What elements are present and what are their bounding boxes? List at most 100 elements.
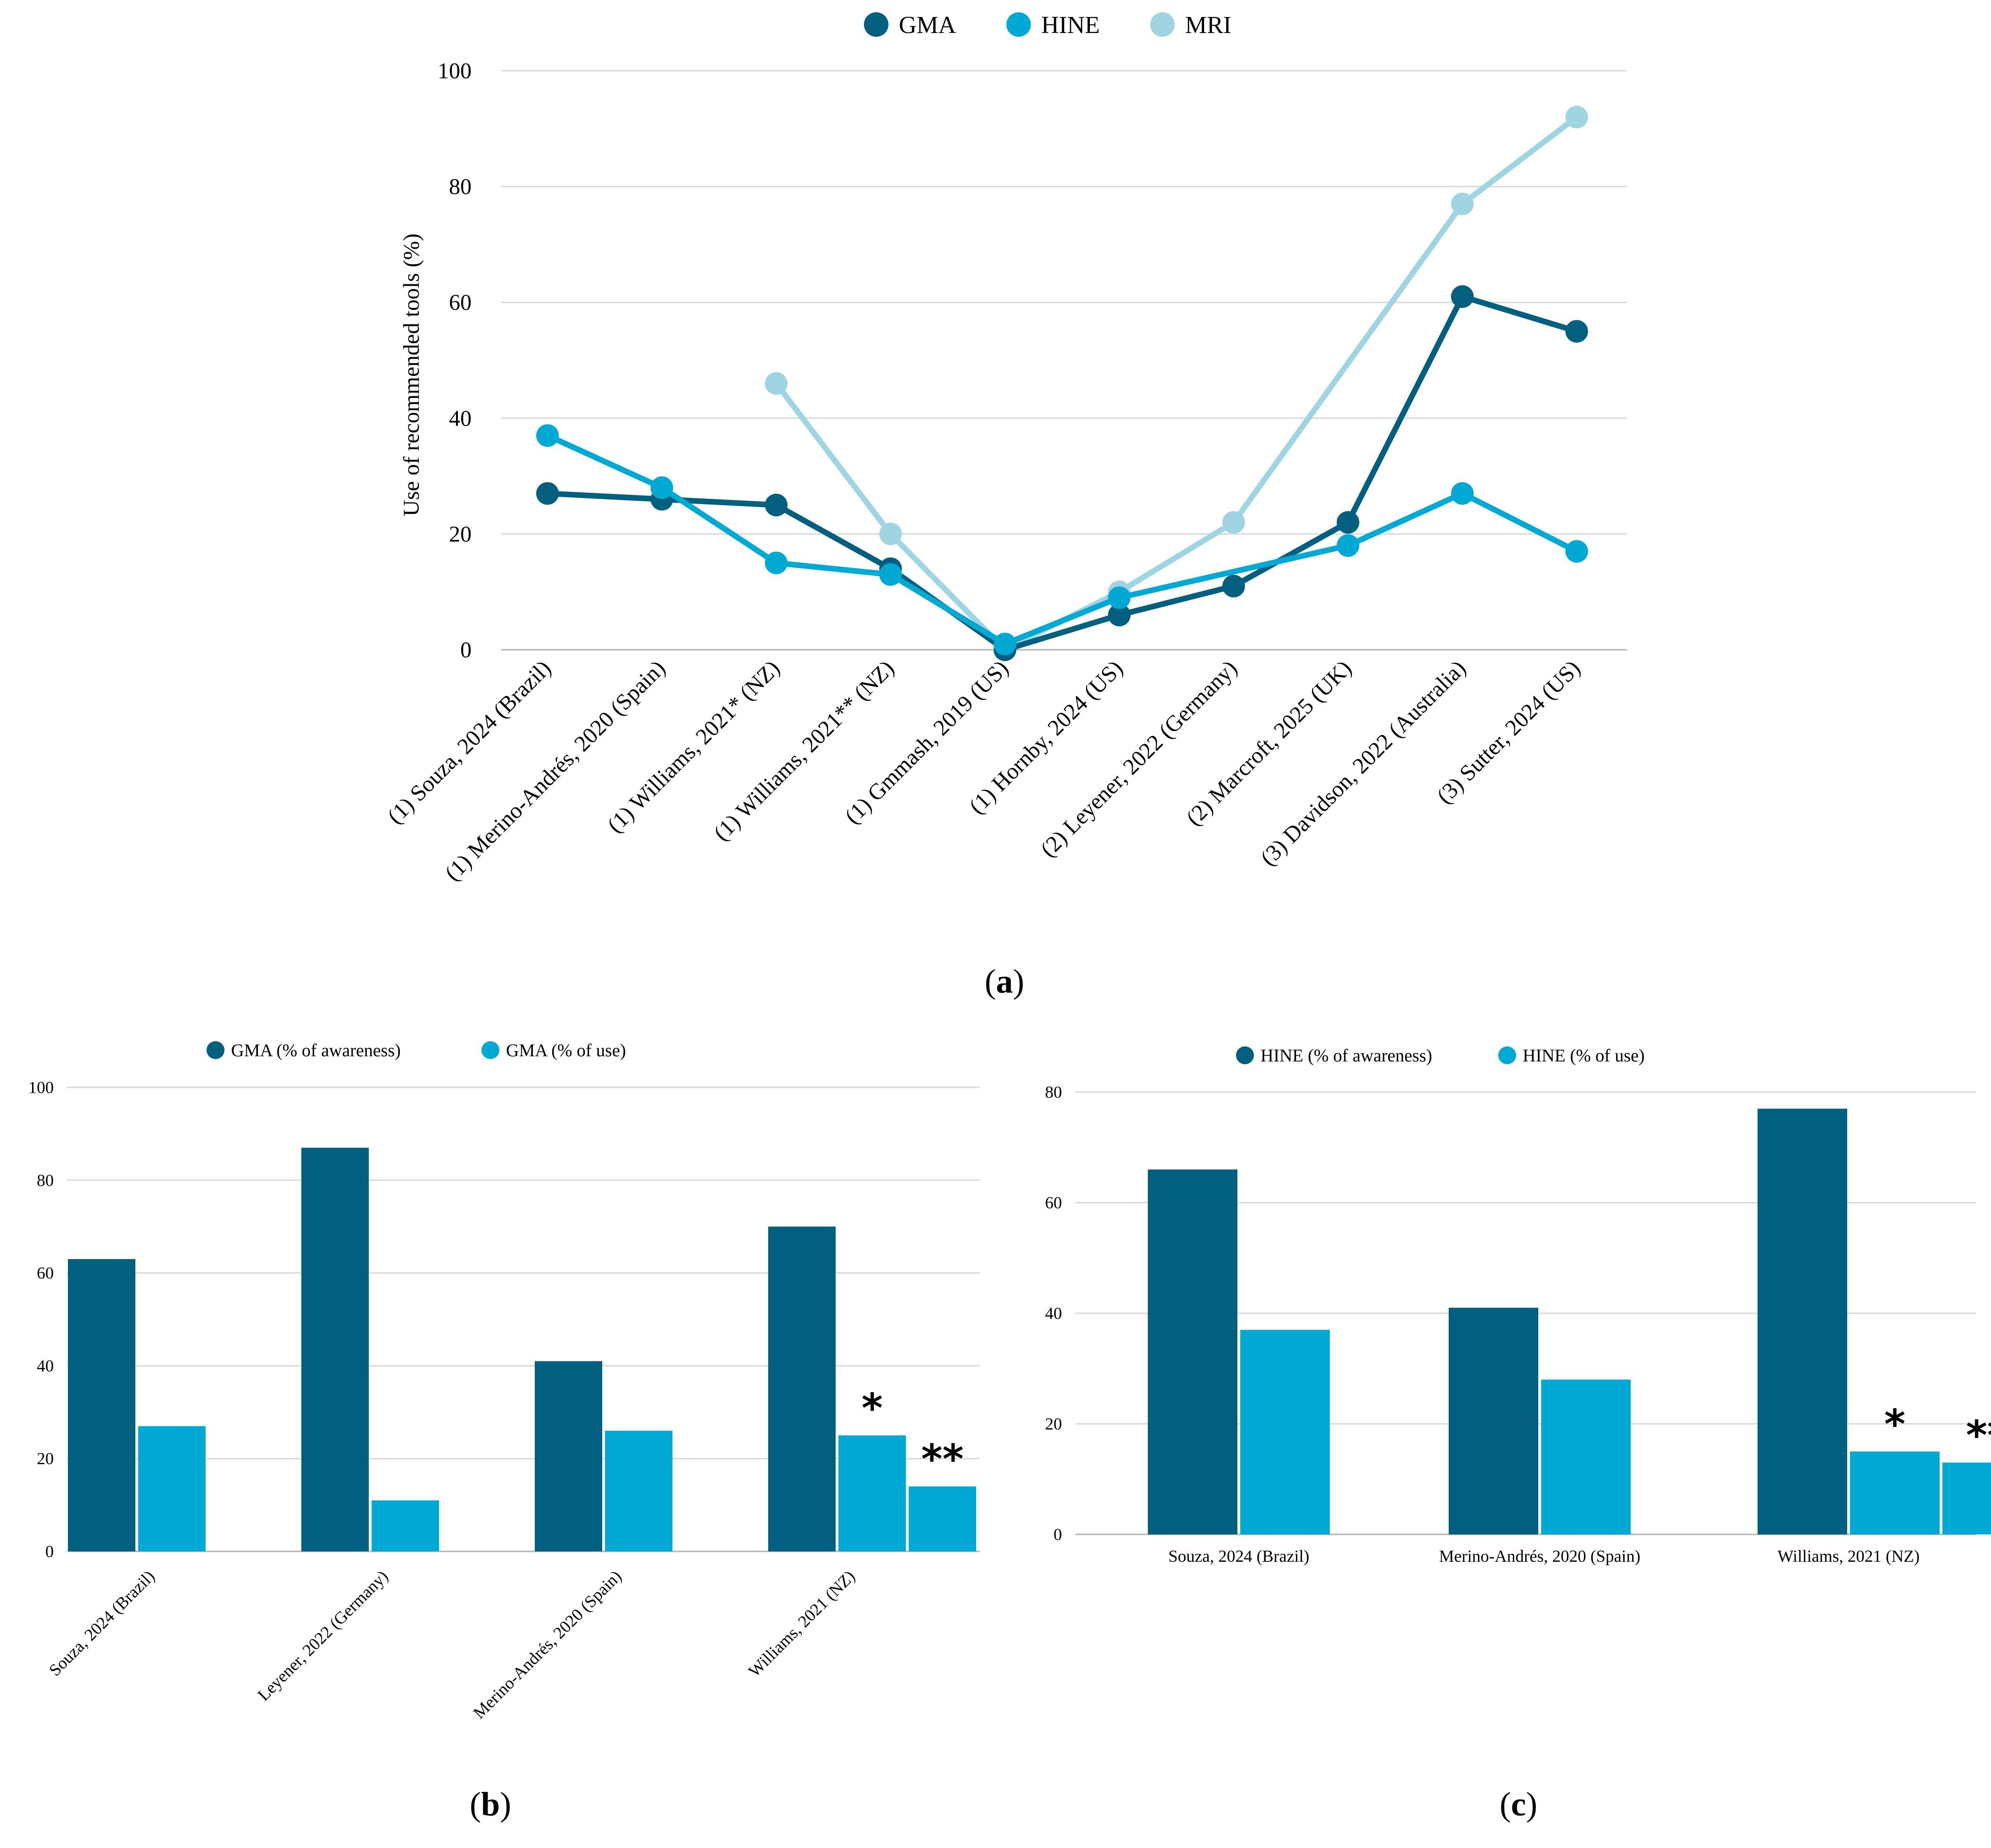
series-line-hine xyxy=(545,432,1580,647)
legend-marker-hine-of-use xyxy=(1498,1046,1516,1064)
point-hine-3-davidson-2022-australia xyxy=(1451,482,1474,505)
panel-a-y-axis-title: Use of recommended tools (%) xyxy=(399,233,424,516)
bar-gma-of-use-souza-2024-brazil xyxy=(138,1426,206,1551)
annotation-double-asterisk: ** xyxy=(921,1436,964,1483)
point-mri-3-sutter-2024-us xyxy=(1565,106,1588,129)
point-mri-1-williams-2021-nz xyxy=(879,522,902,546)
y-tick-label-80: 80 xyxy=(1045,1083,1062,1102)
legend-marker-gma xyxy=(864,12,888,37)
panel-b-bars xyxy=(68,1147,976,1551)
y-tick-label-0: 0 xyxy=(1054,1525,1062,1544)
panel-a-x-ticks: (1) Souza, 2024 (Brazil)(1) Merino-André… xyxy=(382,655,1585,886)
x-tick-label-souza-2024-brazil: Souza, 2024 (Brazil) xyxy=(1169,1547,1310,1566)
x-tick-label-leyener-2022-germany: Leyener, 2022 (Germany) xyxy=(254,1566,391,1704)
bar-hine-of-use-williams-2021-nz xyxy=(1850,1451,1940,1534)
y-tick-label-80: 80 xyxy=(37,1171,54,1190)
panel-c-x-ticks: Souza, 2024 (Brazil) Merino-Andrés, 2020 … xyxy=(1169,1547,1920,1566)
y-tick-label-20: 20 xyxy=(1045,1415,1062,1434)
x-tick-label-williams-2021-nz: Williams, 2021 (NZ) xyxy=(745,1566,858,1680)
x-tick-label-3-davidson-2022-australia: (3) Davidson, 2022 (Australia) xyxy=(1256,655,1471,870)
panel-c-bars xyxy=(1148,1109,1991,1534)
y-tick-label-20: 20 xyxy=(37,1449,54,1468)
point-hine-1-williams-2021-nz xyxy=(765,551,788,574)
bar-gma-of-awareness-merino-andr-s-2020-spain xyxy=(535,1361,602,1551)
point-gma-1-williams-2021-nz xyxy=(765,494,788,516)
y-tick-label-60: 60 xyxy=(1045,1193,1062,1212)
bar-hine-of-awareness-souza-2024-brazil xyxy=(1148,1169,1237,1534)
y-tick-label-100: 100 xyxy=(28,1078,54,1097)
point-gma-2-leyener-2022-germany xyxy=(1222,574,1245,597)
bar-gma-of-use-leyener-2022-germany xyxy=(372,1500,439,1551)
legend-marker-hine xyxy=(1006,12,1031,37)
legend-label-hine-of-use: HINE (% of use) xyxy=(1523,1046,1645,1066)
y-tick-label-60: 60 xyxy=(37,1264,54,1283)
point-hine-1-souza-2024-brazil xyxy=(536,424,559,447)
legend-marker-gma-of-awareness xyxy=(207,1041,224,1059)
y-tick-label-20: 20 xyxy=(449,522,472,547)
panel-c-annotations: *** xyxy=(1884,1401,1991,1459)
bar-gma-of-awareness-souza-2024-brazil xyxy=(68,1259,135,1551)
panel-a-series xyxy=(536,106,1588,661)
x-tick-label-merino-andr-s-2020-spain: Merino-Andrés, 2020 (Spain) xyxy=(469,1566,625,1722)
point-mri-3-davidson-2022-australia xyxy=(1451,192,1474,215)
panel-b-caption-letter: b xyxy=(481,1785,500,1823)
x-tick-label-williams-2021-nz: Williams, 2021 (NZ) xyxy=(1777,1547,1920,1566)
panel-c-caption-letter: c xyxy=(1511,1785,1526,1823)
legend-marker-mri xyxy=(1150,12,1175,37)
panel-b-caption: (b) xyxy=(470,1785,511,1823)
point-hine-1-merino-andr-s-2020-spain xyxy=(650,476,673,499)
legend-label-gma: GMA xyxy=(899,12,956,39)
x-tick-label-souza-2024-brazil: Souza, 2024 (Brazil) xyxy=(45,1566,158,1680)
panel-c-legend: HINE (% of awareness) HINE (% of use) xyxy=(1236,1046,1645,1066)
y-tick-label-0: 0 xyxy=(45,1542,54,1561)
annotation-single-asterisk: * xyxy=(862,1385,883,1432)
y-tick-label-80: 80 xyxy=(449,174,472,199)
legend-label-gma-of-awareness: GMA (% of awareness) xyxy=(231,1041,401,1061)
point-hine-1-hornby-2024-us xyxy=(1108,586,1131,609)
panel-a-caption: (a) xyxy=(985,962,1024,1000)
bar-extra-use-williams-2021-nz xyxy=(1942,1462,1991,1534)
bar-hine-of-use-merino-andr-s-2020-spain xyxy=(1541,1379,1631,1534)
panel-c-caption: (c) xyxy=(1500,1785,1537,1823)
bar-hine-of-use-souza-2024-brazil xyxy=(1240,1330,1330,1534)
panel-a-y-ticks: 0 20 40 60 80 100 xyxy=(438,58,472,663)
bar-gma-of-use-williams-2021-nz xyxy=(838,1435,906,1551)
legend-label-gma-of-use: GMA (% of use) xyxy=(506,1041,626,1061)
series-gma xyxy=(536,285,1588,661)
point-gma-3-sutter-2024-us xyxy=(1565,320,1588,343)
panel-a-line-chart: GMA HINE MRI 0 20 40 60 80 100 (1) Souza, 2024 … xyxy=(382,12,1627,1000)
y-tick-label-0: 0 xyxy=(460,638,472,663)
y-tick-label-40: 40 xyxy=(449,406,472,431)
point-hine-1-gmmash-2019-us xyxy=(994,632,1016,655)
annotation-single-asterisk: * xyxy=(1884,1401,1906,1448)
x-tick-label-merino-andr-s-2020-spain: Merino-Andrés, 2020 (Spain) xyxy=(1439,1547,1641,1566)
bar-gma-of-awareness-williams-2021-nz xyxy=(768,1226,836,1551)
y-tick-label-40: 40 xyxy=(1045,1304,1062,1323)
bar-gma-of-awareness-leyener-2022-germany xyxy=(301,1147,369,1551)
y-tick-label-60: 60 xyxy=(449,290,472,315)
x-tick-label-1-merino-andr-s-2020-spain: (1) Merino-Andrés, 2020 (Spain) xyxy=(440,655,670,886)
panel-b-y-ticks: 0 20 40 60 80 100 xyxy=(28,1078,54,1561)
legend-marker-hine-of-awareness xyxy=(1236,1046,1254,1064)
panel-b-x-ticks: Souza, 2024 (Brazil) Leyener, 2022 (Germa… xyxy=(45,1566,859,1722)
annotation-double-asterisk: ** xyxy=(1966,1412,1991,1459)
panel-c-bar-chart: HINE (% of awareness) HINE (% of use) 0 20… xyxy=(1045,1046,1991,1823)
panel-a-caption-letter: a xyxy=(996,962,1013,1000)
panel-b-bar-chart: GMA (% of awareness) GMA (% of use) 0 20 40… xyxy=(28,1041,980,1823)
point-mri-1-williams-2021-nz xyxy=(765,372,788,395)
point-gma-1-souza-2024-brazil xyxy=(536,482,559,505)
y-tick-label-100: 100 xyxy=(438,58,472,83)
bar-extra-use-williams-2021-nz xyxy=(909,1486,976,1551)
panel-c-y-ticks: 0 20 40 60 80 xyxy=(1045,1083,1062,1544)
y-tick-label-40: 40 xyxy=(37,1356,54,1375)
point-gma-2-marcroft-2025-uk xyxy=(1336,511,1360,534)
legend-marker-gma-of-use xyxy=(481,1041,499,1059)
point-hine-2-marcroft-2025-uk xyxy=(1336,534,1360,557)
legend-label-hine: HINE xyxy=(1041,12,1100,39)
series-hine xyxy=(536,424,1588,655)
panel-a-legend: GMA HINE MRI xyxy=(864,12,1231,39)
bar-gma-of-use-merino-andr-s-2020-spain xyxy=(605,1431,672,1551)
point-hine-1-williams-2021-nz xyxy=(879,563,902,586)
panel-b-annotations: *** xyxy=(862,1385,963,1483)
